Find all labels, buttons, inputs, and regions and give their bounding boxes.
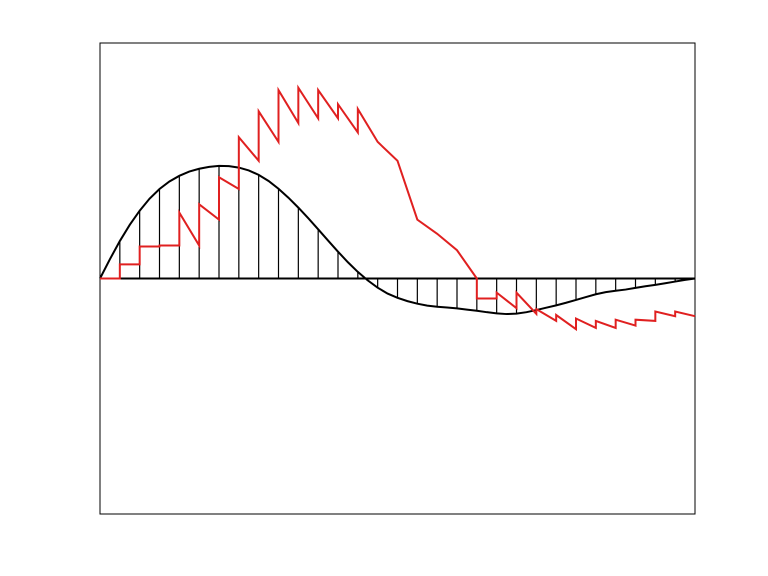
smooth-series-line bbox=[99, 164, 696, 316]
lines-layer bbox=[99, 84, 696, 332]
sawtooth-series-line bbox=[100, 84, 696, 332]
